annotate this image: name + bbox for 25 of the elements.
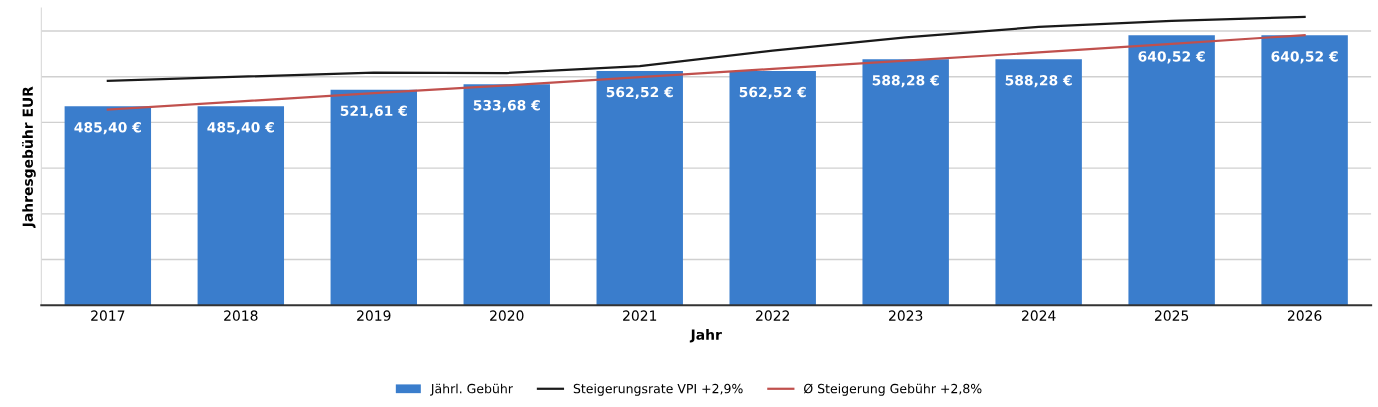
data-label: 533,68 € [473,99,540,113]
y-axis-title: Jahresgebühr EUR [22,86,36,229]
data-label: 562,52 € [739,86,806,100]
x-tick-label: 2025 [1154,310,1189,321]
x-tick-label: 2023 [889,310,923,321]
x-tick-label: 2022 [756,310,789,321]
x-tick-label: 2024 [1022,310,1056,321]
data-label: 485,40 € [207,122,274,135]
data-label: 588,28 € [872,75,939,88]
data-label: 640,52 € [1271,51,1338,64]
data-label: 588,28 € [1005,75,1072,88]
data-label: 562,52 € [606,86,673,100]
x-tick-label: 2017 [91,310,125,321]
x-tick-label: 2018 [224,310,258,321]
x-tick-label: 2021 [623,310,657,321]
legend-label: Jährl. Gebühr [430,383,513,396]
data-label: 640,52 € [1138,51,1205,64]
legend-label: Ø Steigerung Gebühr +2,8% [803,383,982,396]
x-tick-label: 2026 [1287,310,1322,321]
data-label: 521,61 € [340,105,407,118]
data-label: 485,40 € [74,122,141,135]
legend-label: Steigerungsrate VPI +2,9% [573,383,743,396]
x-tick-label: 2019 [357,310,391,321]
x-axis-title: Jahr [689,329,722,343]
x-tick-label: 2020 [490,310,524,321]
